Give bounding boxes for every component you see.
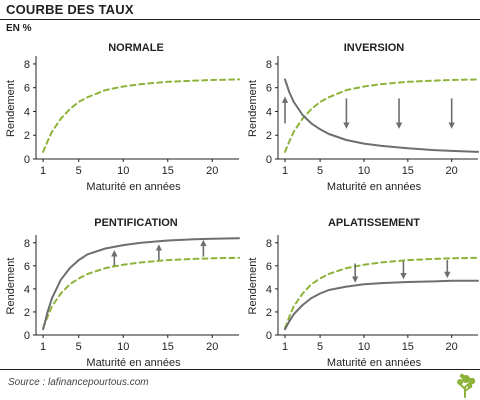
- footer-divider: [0, 369, 480, 370]
- x-tick-label: 1: [282, 165, 288, 177]
- chart-title: APLATISSEMENT: [328, 217, 420, 229]
- y-tick-label: 8: [24, 59, 30, 71]
- x-axis-label: Maturité en années: [327, 181, 422, 193]
- y-tick-label: 8: [266, 59, 272, 71]
- x-tick-label: 20: [206, 341, 218, 353]
- y-tick-label: 8: [24, 238, 30, 250]
- x-tick-label: 20: [446, 165, 458, 177]
- initial-curve-line: [284, 256, 479, 330]
- y-tick-label: 6: [24, 261, 30, 273]
- y-tick-label: 0: [266, 330, 272, 342]
- x-tick-label: 20: [206, 165, 218, 177]
- x-axis-label: Maturité en années: [86, 357, 181, 368]
- x-tick-label: 1: [40, 341, 46, 353]
- y-tick-label: 4: [266, 284, 272, 296]
- x-tick-label: 5: [76, 341, 82, 353]
- initial-curve-line: [42, 78, 240, 153]
- chart-title: PENTIFICATION: [94, 217, 178, 229]
- chart-title: INVERSION: [344, 42, 405, 54]
- y-tick-label: 8: [266, 238, 272, 250]
- y-axis-label: Rendement: [5, 80, 17, 137]
- y-tick-label: 2: [266, 130, 272, 142]
- x-tick-label: 10: [358, 165, 370, 177]
- x-tick-label: 10: [358, 341, 370, 353]
- y-tick-label: 2: [266, 307, 272, 319]
- y-tick-label: 4: [266, 106, 272, 118]
- initial-curve-line: [284, 78, 479, 153]
- initial-curve-line: [42, 256, 240, 330]
- tree-logo-icon: [457, 373, 476, 398]
- y-tick-label: 2: [24, 307, 30, 319]
- y-tick-label: 2: [24, 130, 30, 142]
- x-tick-label: 10: [117, 341, 129, 353]
- x-tick-label: 10: [117, 165, 129, 177]
- x-tick-label: 1: [282, 341, 288, 353]
- x-tick-label: 5: [317, 341, 323, 353]
- x-axis-label: Maturité en années: [327, 357, 422, 368]
- x-tick-label: 20: [446, 341, 458, 353]
- y-tick-label: 0: [266, 154, 272, 166]
- source-note: Source : lafinancepourtous.com: [8, 377, 149, 388]
- x-tick-label: 5: [317, 165, 323, 177]
- x-tick-label: 15: [402, 341, 414, 353]
- y-axis-label: Rendement: [247, 80, 259, 137]
- title-divider: [0, 19, 480, 20]
- x-tick-label: 1: [40, 165, 46, 177]
- unit-label: EN %: [6, 23, 32, 34]
- y-axis-label: Rendement: [5, 258, 17, 315]
- y-tick-label: 6: [266, 83, 272, 95]
- shifted-curve-line: [42, 237, 240, 331]
- y-tick-label: 4: [24, 106, 30, 118]
- y-tick-label: 0: [24, 330, 30, 342]
- shifted-curve-line: [284, 279, 479, 331]
- shifted-curve-line: [284, 78, 479, 153]
- y-tick-label: 4: [24, 284, 30, 296]
- x-tick-label: 15: [402, 165, 414, 177]
- x-tick-label: 15: [162, 341, 174, 353]
- y-tick-label: 0: [24, 154, 30, 166]
- y-axis-label: Rendement: [247, 258, 259, 315]
- y-tick-label: 6: [266, 261, 272, 273]
- page-title: COURBE DES TAUX: [6, 2, 134, 17]
- x-tick-label: 15: [162, 165, 174, 177]
- chart-title: NORMALE: [108, 42, 164, 54]
- x-axis-label: Maturité en années: [86, 181, 181, 193]
- y-tick-label: 6: [24, 83, 30, 95]
- x-tick-label: 5: [76, 165, 82, 177]
